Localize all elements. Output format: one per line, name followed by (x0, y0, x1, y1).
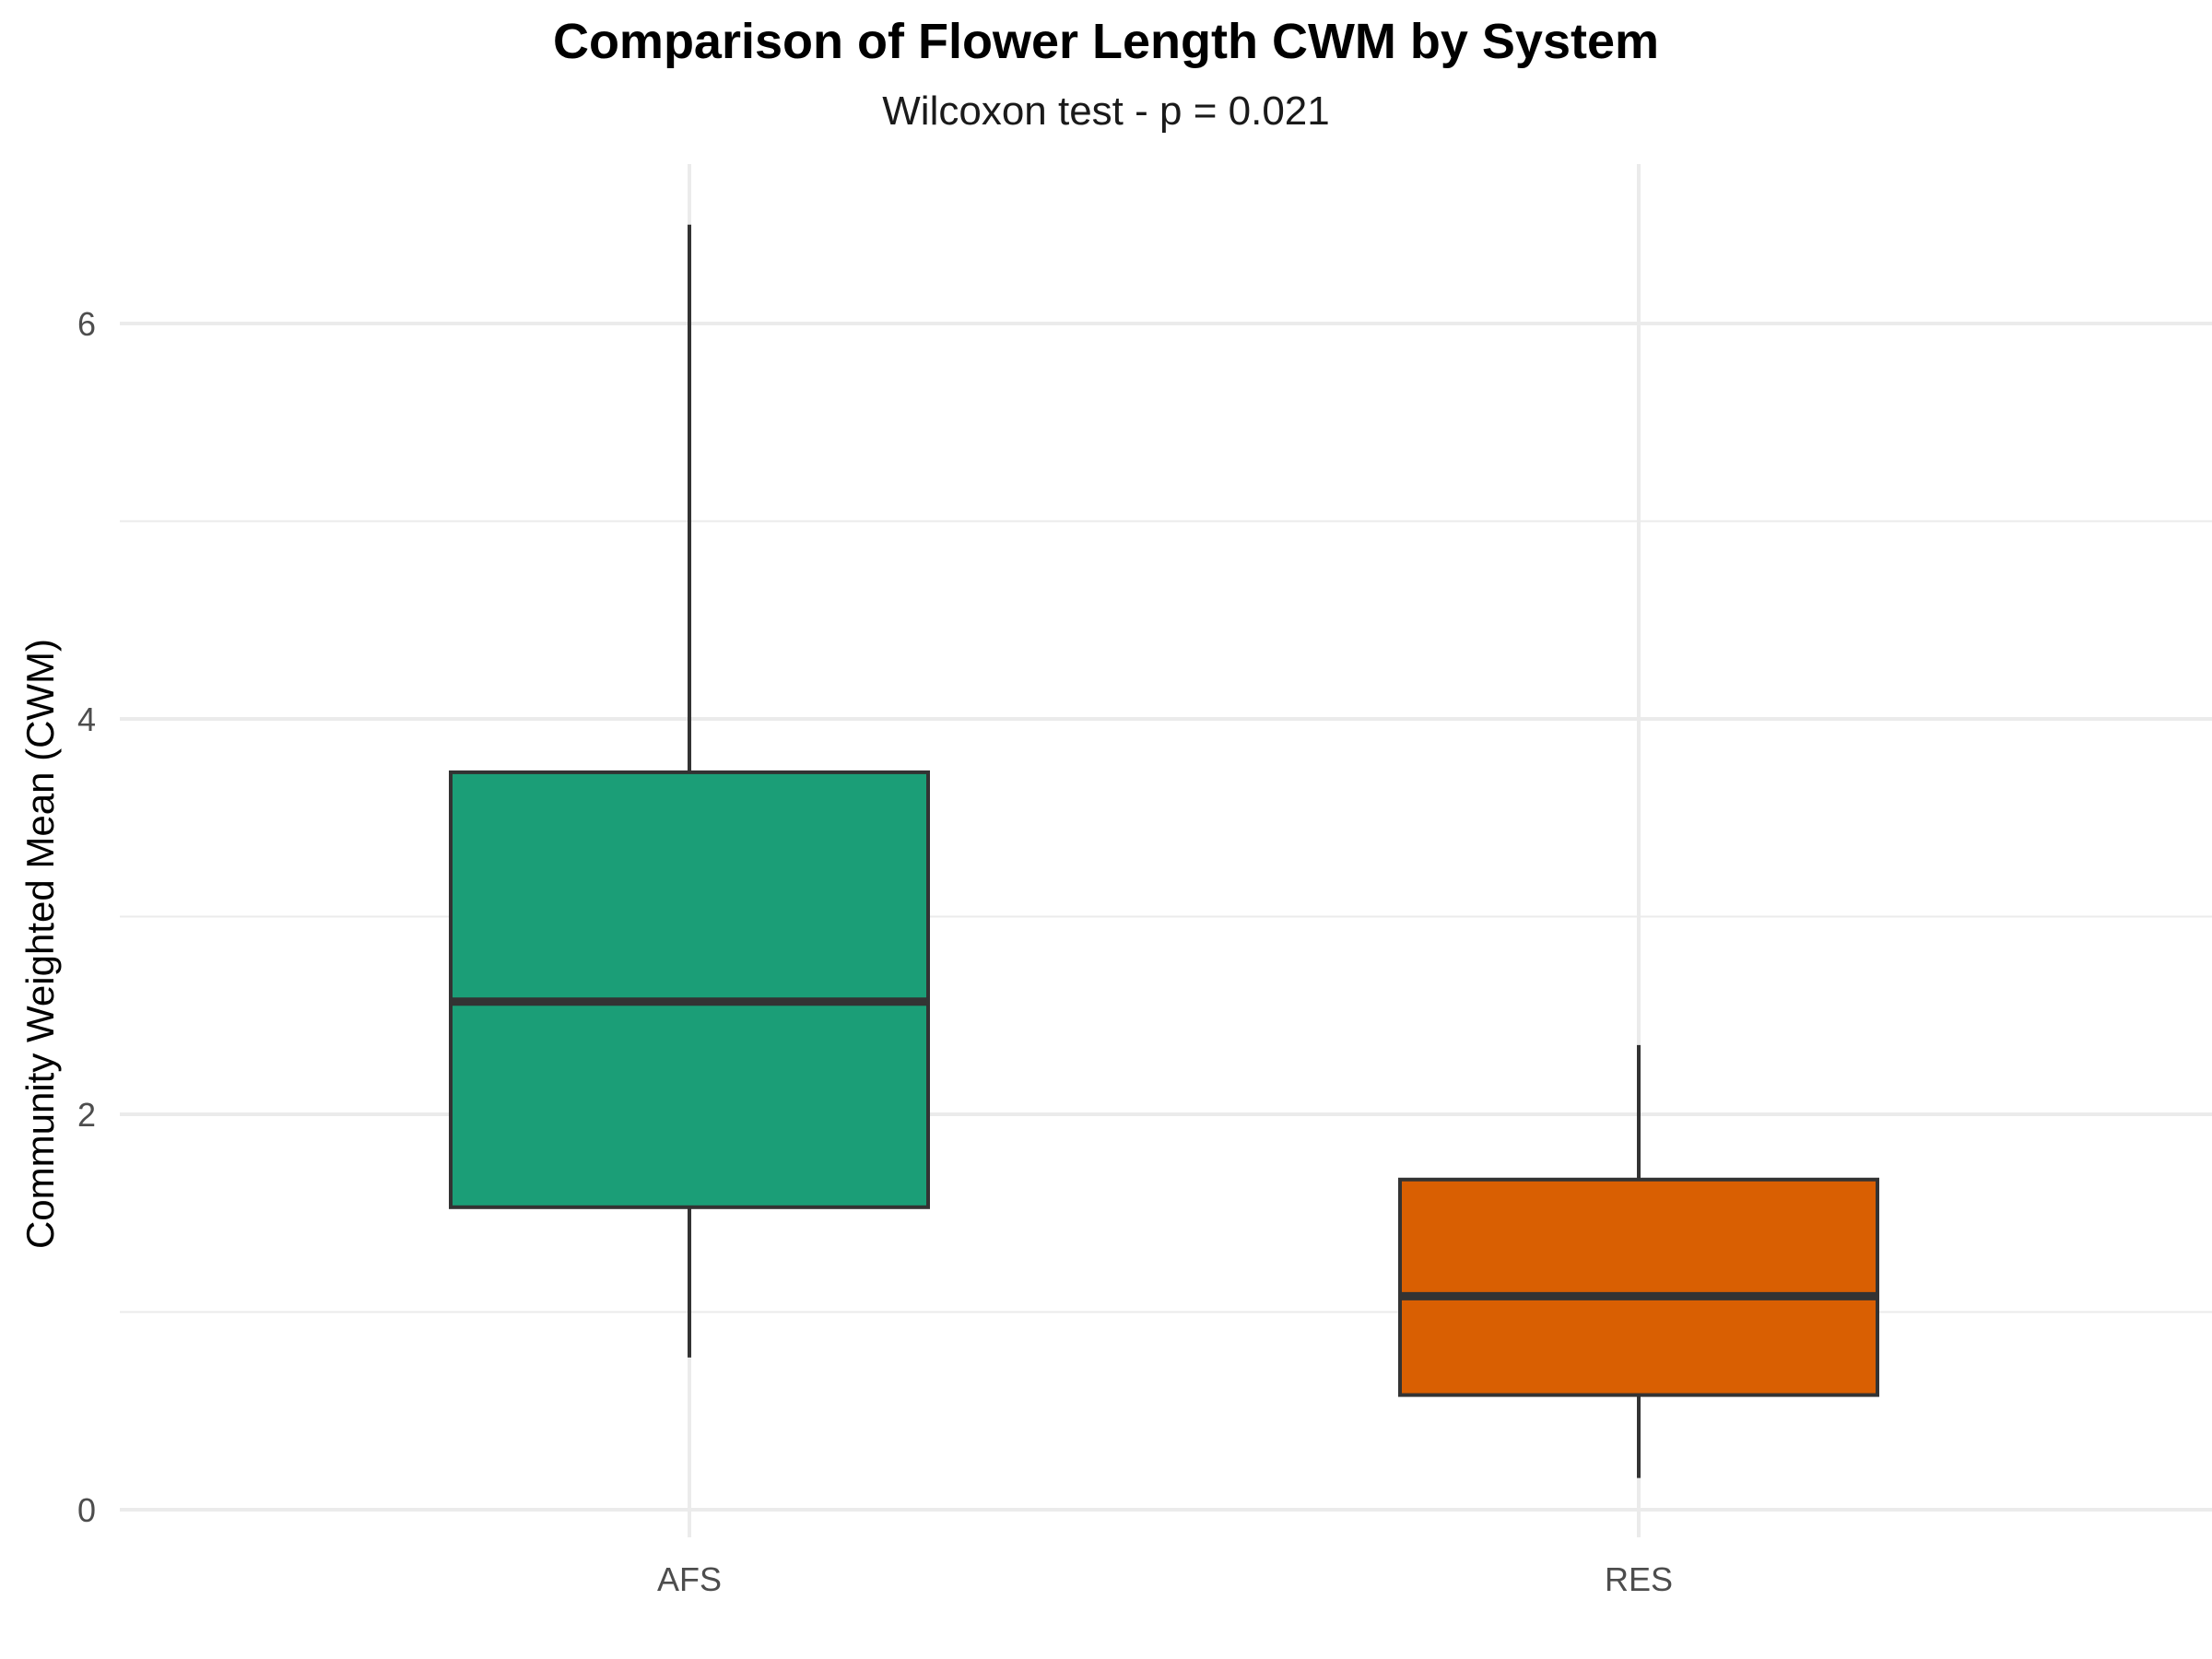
x-tick-label: AFS (657, 1560, 722, 1598)
x-tick-label: RES (1605, 1560, 1673, 1598)
chart-title: Comparison of Flower Length CWM by Syste… (552, 14, 1660, 69)
box-iqr (1398, 1177, 1879, 1397)
grid-layer (120, 164, 2212, 1537)
y-tick-label: 0 (77, 1491, 96, 1529)
box-afs (449, 224, 930, 1358)
chart-subtitle: Wilcoxon test - p = 0.021 (882, 88, 1330, 134)
box-res (1398, 1044, 1879, 1478)
y-tick-label: 6 (77, 305, 96, 343)
box-iqr (449, 770, 930, 1209)
y-tick-label: 4 (77, 700, 96, 738)
box-layer (449, 224, 1879, 1478)
y-tick-label: 2 (77, 1096, 96, 1134)
tick-layer: 0 2 4 6 AFS RES (77, 305, 1673, 1598)
